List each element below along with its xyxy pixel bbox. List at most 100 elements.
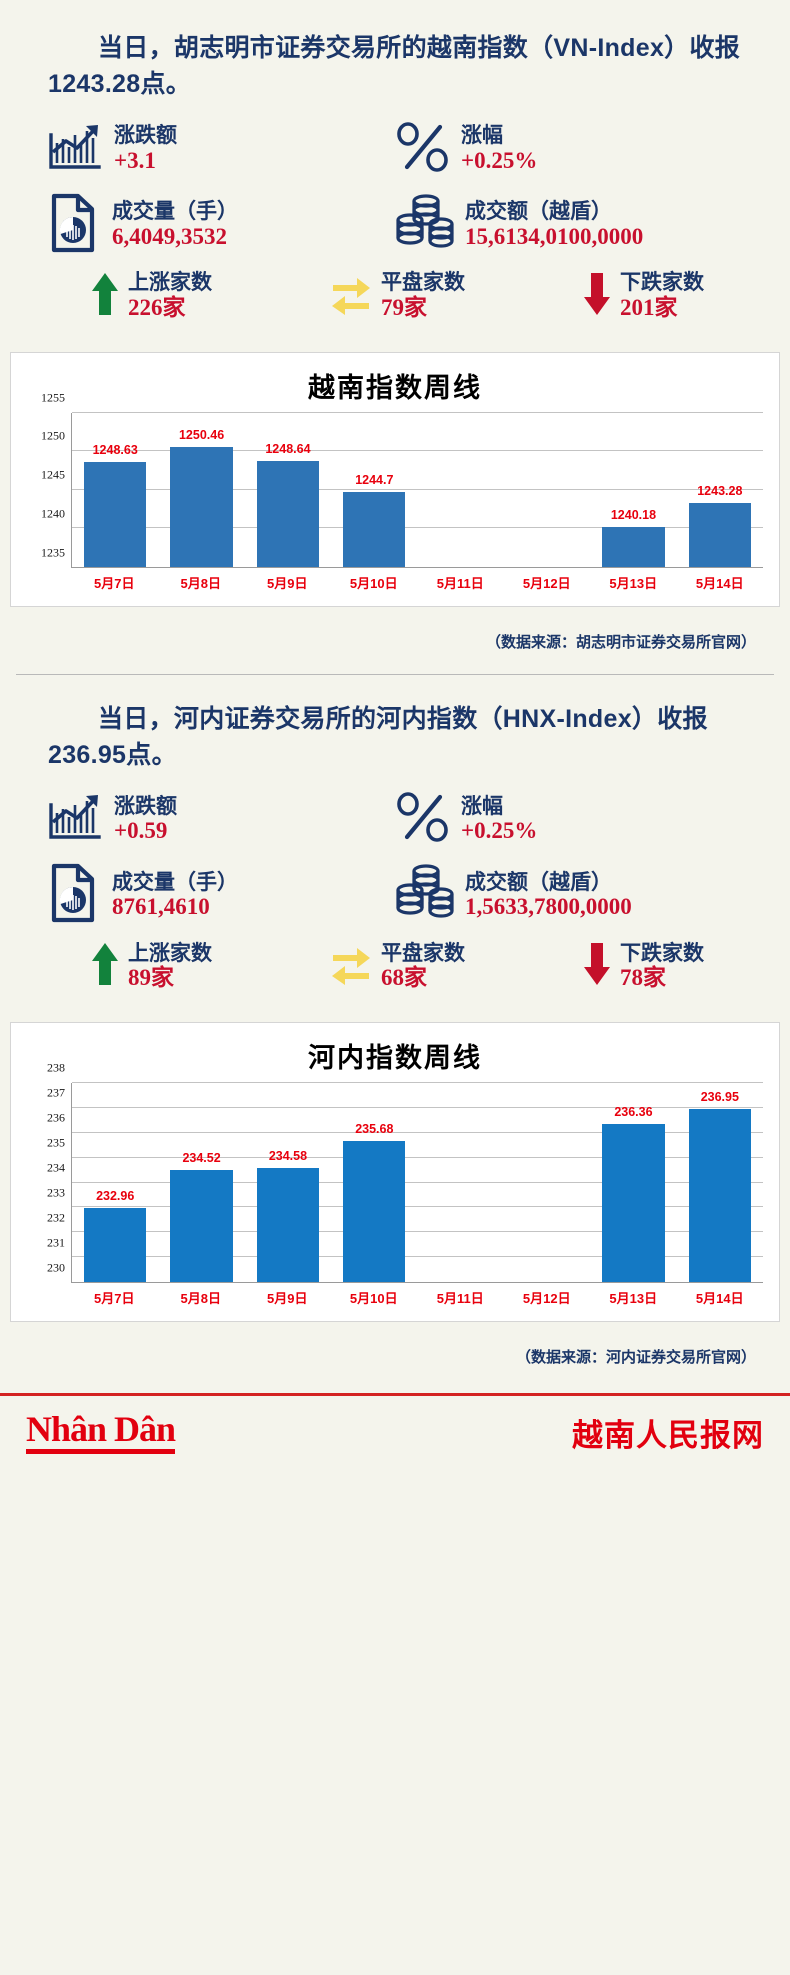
vn-y-axis: 1235 1240 1245 1250 1255 bbox=[27, 390, 71, 568]
vn-bars: 1248.63 1250.46 1248.64 1244.7 1240.18 1243.2… bbox=[72, 413, 763, 567]
vn-unchanged-value: 79家 bbox=[381, 294, 427, 320]
vn-advance-label: 上涨家数 bbox=[128, 271, 212, 295]
hnx-chart-title: 河内指数周线 bbox=[308, 1043, 482, 1073]
x-tick-label: 5月9日 bbox=[267, 1291, 308, 1306]
gridline bbox=[72, 1082, 763, 1083]
x-tick-label: 5月7日 bbox=[94, 1291, 135, 1306]
vn-source: （数据来源：胡志明市证券交易所官网） bbox=[485, 633, 756, 651]
vn-breadth-row: 上涨家数 226家 平盘家数 79家 下跌家数 bbox=[0, 259, 790, 332]
bar-slot bbox=[504, 1083, 590, 1282]
x-tick-label: 5月8日 bbox=[180, 1291, 221, 1306]
gridline bbox=[72, 1256, 763, 1258]
bar-slot: 1250.46 bbox=[158, 413, 244, 567]
hnx-y-axis: 230 231 232 233 234 235 236 237 238 bbox=[27, 1061, 71, 1283]
hnx-volume-value: 8761,4610 bbox=[112, 894, 210, 920]
bar[interactable]: 236.36 bbox=[602, 1105, 665, 1282]
hnx-volume-cell: 成交量（手） 8761,4610 bbox=[46, 862, 395, 929]
hnx-advance-cell: 上涨家数 89家 bbox=[28, 941, 274, 992]
bar[interactable]: 1248.64 bbox=[256, 442, 320, 567]
section-divider bbox=[16, 673, 774, 675]
vn-turnover-cell: 成交额（越盾） 15,6134,0100,0000 bbox=[395, 192, 744, 259]
bar-value-label: 234.58 bbox=[268, 1149, 308, 1164]
bar[interactable]: 1244.7 bbox=[343, 473, 406, 567]
bar-slot: 1248.63 bbox=[72, 413, 158, 567]
bar[interactable]: 1240.18 bbox=[602, 508, 665, 567]
hnx-stat-row-volume: 成交量（手） 8761,4610 bbox=[0, 848, 790, 929]
bar-slot: 232.96 bbox=[72, 1083, 158, 1282]
vn-decline-cell: 下跌家数 201家 bbox=[520, 271, 766, 322]
bar-slot bbox=[504, 413, 590, 567]
y-tick-label: 230 bbox=[47, 1260, 65, 1275]
y-tick-label: 238 bbox=[47, 1060, 65, 1075]
hnx-plot-wrap: 230 231 232 233 234 235 236 237 238 232.96 234.52… bbox=[27, 1061, 763, 1307]
bar-slot: 1240.18 bbox=[590, 413, 676, 567]
hnx-pct-label: 涨幅 bbox=[461, 794, 503, 818]
hnx-x-axis: 5月7日 5月8日 5月9日 5月10日 5月11日 5月12日 5月13日 5月14日 bbox=[71, 1283, 763, 1307]
x-tick-label: 5月10日 bbox=[349, 575, 398, 591]
y-tick-label: 1235 bbox=[41, 545, 65, 559]
arrows-exchange-icon bbox=[329, 943, 373, 990]
document-piechart-icon bbox=[46, 192, 102, 259]
vn-advance-cell: 上涨家数 226家 bbox=[28, 271, 274, 322]
vn-plot-wrap: 1235 1240 1245 1250 1255 1248.63 1250.46 1248.… bbox=[27, 390, 763, 592]
vn-advance-value: 226家 bbox=[128, 294, 186, 320]
hnx-unchanged-cell: 平盘家数 68家 bbox=[274, 941, 520, 992]
bar-value-label: 236.95 bbox=[700, 1090, 739, 1105]
y-tick-label: 237 bbox=[47, 1085, 65, 1100]
x-tick-label: 5月14日 bbox=[695, 1291, 744, 1306]
bar-slot: 1243.28 bbox=[677, 413, 763, 567]
x-tick-label: 5月10日 bbox=[349, 1291, 398, 1306]
bar-value-label: 235.68 bbox=[355, 1121, 394, 1136]
hnx-pct-value: +0.25% bbox=[461, 818, 538, 844]
chart-up-icon bbox=[46, 121, 104, 178]
hnx-turnover-value: 1,5633,7800,0000 bbox=[465, 894, 632, 920]
hnx-grid-area: 232.96 234.52 234.58 235.68 236.36 236.95 bbox=[71, 1082, 763, 1283]
gridline bbox=[72, 1181, 763, 1183]
hnx-turnover-cell: 成交额（越盾） 1,5633,7800,0000 bbox=[395, 862, 744, 929]
bar-value-label: 1248.64 bbox=[265, 442, 311, 457]
gridline bbox=[72, 1106, 763, 1108]
arrow-up-icon bbox=[90, 271, 120, 322]
arrow-down-icon bbox=[582, 941, 612, 992]
x-tick-label: 5月12日 bbox=[522, 1291, 571, 1306]
bar[interactable]: 236.95 bbox=[688, 1090, 751, 1282]
bar-slot bbox=[418, 1083, 504, 1282]
bar[interactable]: 1250.46 bbox=[170, 428, 233, 567]
x-tick-label: 5月13日 bbox=[609, 575, 658, 591]
vn-turnover-label: 成交额（越盾） bbox=[465, 200, 612, 224]
hnx-turnover-label: 成交额（越盾） bbox=[465, 870, 612, 894]
vn-unchanged-label: 平盘家数 bbox=[381, 271, 465, 295]
bar-value-label: 1244.7 bbox=[355, 472, 394, 487]
percent-icon bbox=[395, 121, 451, 178]
chart-up-icon bbox=[46, 791, 104, 848]
vn-headline: 当日，胡志明市证券交易所的越南指数（VN-Index）收报1243.28点。 bbox=[48, 34, 741, 99]
percent-icon bbox=[395, 791, 451, 848]
vn-stat-row-volume: 成交量（手） 6,4049,3532 bbox=[0, 178, 790, 259]
bar-slot: 235.68 bbox=[331, 1083, 417, 1282]
bar[interactable]: 234.58 bbox=[256, 1149, 320, 1282]
bar-slot: 1244.7 bbox=[331, 413, 417, 567]
vn-chart-title: 越南指数周线 bbox=[308, 372, 482, 403]
vn-volume-cell: 成交量（手） 6,4049,3532 bbox=[46, 192, 395, 259]
bar-slot: 234.58 bbox=[245, 1083, 331, 1282]
gridline bbox=[72, 527, 763, 528]
x-tick-label: 5月11日 bbox=[436, 575, 484, 591]
y-tick-label: 231 bbox=[47, 1235, 65, 1250]
y-tick-label: 1245 bbox=[41, 467, 65, 482]
bar[interactable]: 232.96 bbox=[84, 1189, 147, 1282]
x-tick-label: 5月7日 bbox=[94, 575, 135, 591]
bar[interactable]: 1248.63 bbox=[84, 443, 147, 567]
gridline bbox=[72, 450, 763, 451]
y-tick-label: 1240 bbox=[41, 506, 65, 521]
bar[interactable]: 1243.28 bbox=[688, 484, 751, 567]
hnx-stat-row-change: 涨跌额 +0.59 涨幅 +0.25% bbox=[0, 777, 790, 848]
bar[interactable]: 235.68 bbox=[343, 1122, 406, 1282]
bar-slot: 236.36 bbox=[590, 1083, 676, 1282]
hnx-unchanged-label: 平盘家数 bbox=[381, 941, 465, 965]
gridline bbox=[72, 411, 763, 413]
bar-value-label: 232.96 bbox=[96, 1189, 135, 1204]
bar[interactable]: 234.52 bbox=[170, 1151, 233, 1282]
hnx-change-value: +0.59 bbox=[114, 818, 168, 844]
hnx-decline-cell: 下跌家数 78家 bbox=[520, 941, 766, 992]
